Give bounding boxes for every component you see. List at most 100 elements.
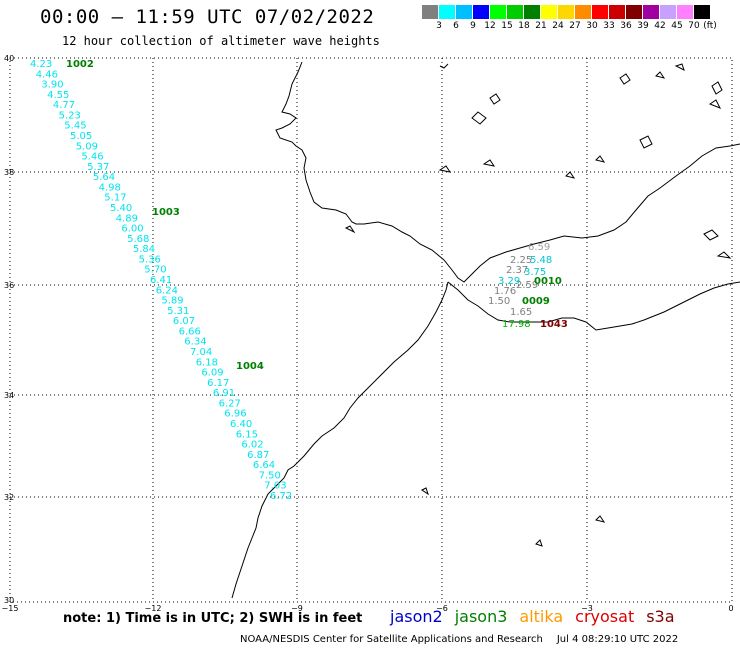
scale-swatch [507,5,524,19]
wave-height-label: 4.98 [99,182,121,193]
legend-altika: altika [519,607,564,626]
scale-label: 33 [603,21,615,31]
scale-swatch [626,5,643,19]
lat-tick: 30 [4,596,14,605]
wave-height-label: 5.45 [64,121,86,132]
scale-swatch [694,5,711,19]
wave-height-label: 5.48 [530,255,552,266]
pass-time-label: 1043 [540,319,568,330]
wave-height-label: 6.18 [196,357,218,368]
wave-height-label: 5.37 [87,162,109,173]
scale-label: 30 [586,21,598,31]
wave-height-label: 7.50 [259,470,281,481]
pass-time-label: 1002 [66,59,94,70]
map-note: note: 1) Time is in UTC; 2) SWH is in fe… [63,611,363,626]
wave-height-label: 5.89 [161,296,183,307]
lon-tick: −15 [2,604,19,613]
legend-cryosat: cryosat [575,607,635,626]
wave-height-label: 6.96 [224,409,246,420]
lon-tick: −12 [145,604,162,613]
pass-time-label: 0010 [534,276,562,287]
coastline [231,61,740,599]
wave-height-label: 6.24 [156,285,178,296]
wave-height-label: 6.66 [179,326,201,337]
wave-height-label: 5.17 [104,193,126,204]
wave-height-label: 3.29 [498,276,520,287]
map-subtitle: 12 hour collection of altimeter wave hei… [62,34,380,48]
wave-height-label: 5.68 [127,234,149,245]
legend-jason3: jason3 [454,607,508,626]
scale-swatch [473,5,490,19]
wave-height-label: 4.77 [53,100,75,111]
scale-swatch [456,5,473,19]
wave-height-label: 6.09 [201,368,223,379]
wave-height-label: 5.09 [76,141,98,152]
map-frame [9,57,733,603]
scale-label: 36 [620,21,632,31]
footer: NOAA/NESDIS Center for Satellite Applica… [240,634,678,645]
wave-height-label: 6.02 [241,440,263,451]
lat-tick: 40 [4,54,14,63]
wave-height-label: 5.36 [139,254,161,265]
pass-time-label: 1004 [236,361,264,372]
wave-height-label: 5.40 [110,203,132,214]
east-altimeter-track: 6.59 2.25 5.48 2.37 3.75 3.29 2.59 1.76 … [488,242,568,330]
footer-credit: NOAA/NESDIS Center for Satellite Applica… [240,634,543,645]
scale-label: 9 [470,21,476,31]
wave-height-label: 5.46 [81,152,103,163]
scale-label: 12 [484,21,496,31]
map-title: 00:00 – 11:59 UTC 07/02/2022 [40,6,375,28]
pass-time-label: 1003 [152,207,180,218]
scale-label: 42 [654,21,666,31]
wave-height-label: 2.59 [516,280,538,291]
wave-height-label: 4.89 [116,213,138,224]
wave-height-label: 4.46 [36,69,58,80]
scale-swatch [490,5,507,19]
lat-tick: 32 [4,493,14,502]
scale-label: 21 [535,21,547,31]
scale-label: 15 [501,21,513,31]
scale-label: 39 [637,21,649,31]
wave-height-label: 6.41 [150,275,172,286]
wave-height-label: 1.50 [488,296,510,307]
wave-height-label: 5.70 [144,265,166,276]
pass-time-label: 0009 [522,296,550,307]
scale-swatch [524,5,541,19]
scale-swatch [592,5,609,19]
west-altimeter-track: 4.234.463.904.554.775.235.455.055.095.46… [30,59,292,502]
wave-height-label: 6.87 [247,450,269,461]
scale-swatch [541,5,558,19]
scale-swatch [575,5,592,19]
wave-height-label: 5.84 [133,244,155,255]
lat-tick: 36 [4,281,14,290]
wave-height-label: 6.00 [121,224,143,235]
legend-s3a: s3a [646,607,675,626]
wave-height-label: 3.90 [41,80,63,91]
wave-height-label: 6.07 [173,316,195,327]
wave-height-label: 6.17 [207,378,229,389]
scale-label: 45 [671,21,683,31]
wave-height-label: 6.64 [253,460,275,471]
scale-swatch [439,5,456,19]
wave-height-label: 6.15 [236,429,258,440]
wave-height-label: 2.37 [506,265,528,276]
legend-jason2: jason2 [390,607,443,626]
wave-height-label: 7.03 [264,481,286,492]
footer-timestamp: Jul 4 08:29:10 UTC 2022 [556,634,679,645]
latitude-ticks: 40 38 36 34 32 30 [4,54,14,605]
scale-swatch [677,5,694,19]
scale-label: 70 [688,21,700,31]
scale-unit: (ft) [703,21,717,31]
wave-height-label: 5.64 [93,172,115,183]
wave-height-label: 6.91 [213,388,235,399]
wave-height-label: 2.25 [510,255,532,266]
wave-height-label: 5.23 [59,110,81,121]
west-track-times: 1002 1003 1004 [66,59,264,372]
scale-label: 24 [552,21,564,31]
wave-height-label: 6.27 [219,398,241,409]
scale-swatch [422,5,439,19]
wave-height-label: 1.65 [510,307,532,318]
lon-tick: −3 [581,604,593,613]
scale-swatch [558,5,575,19]
wave-height-label: 1.76 [494,286,516,297]
